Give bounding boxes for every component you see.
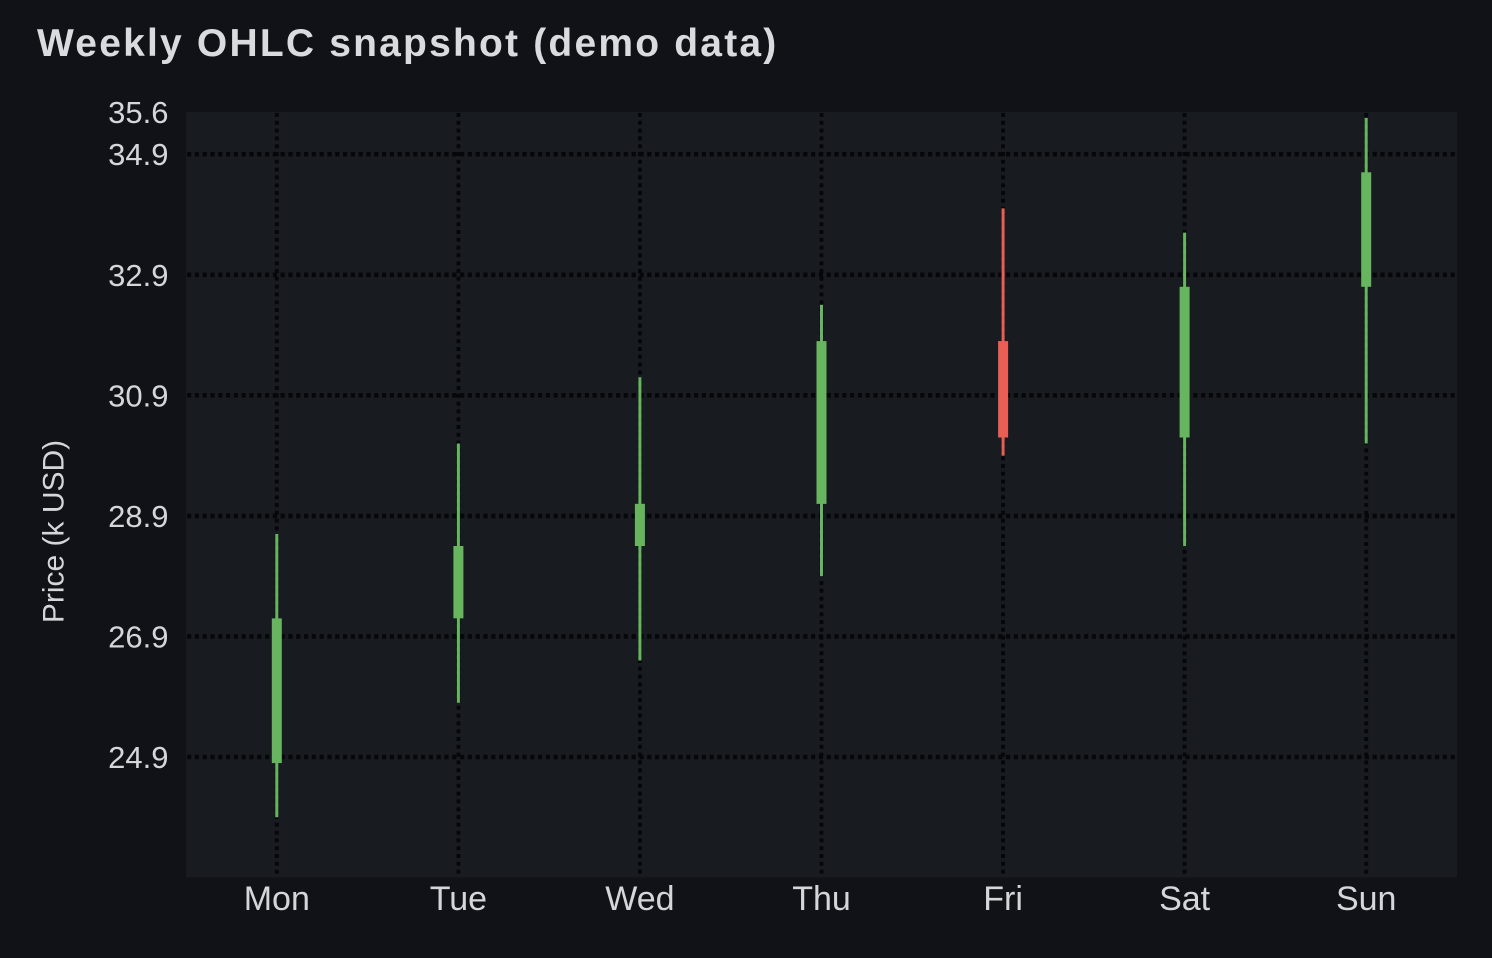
svg-text:Tue: Tue bbox=[430, 880, 487, 918]
svg-text:24.9: 24.9 bbox=[108, 740, 168, 775]
svg-text:26.9: 26.9 bbox=[108, 619, 168, 654]
svg-text:34.9: 34.9 bbox=[108, 137, 168, 172]
svg-text:32.9: 32.9 bbox=[108, 258, 168, 293]
svg-text:Wed: Wed bbox=[605, 880, 674, 918]
svg-text:Fri: Fri bbox=[983, 880, 1023, 918]
svg-text:28.9: 28.9 bbox=[108, 499, 168, 534]
svg-text:Sun: Sun bbox=[1336, 880, 1397, 918]
svg-text:Mon: Mon bbox=[244, 880, 310, 918]
svg-text:Weekly OHLC snapshot (demo dat: Weekly OHLC snapshot (demo data) bbox=[37, 22, 778, 65]
svg-text:Thu: Thu bbox=[792, 880, 851, 918]
svg-text:Price (k USD): Price (k USD) bbox=[38, 440, 71, 623]
svg-text:30.9: 30.9 bbox=[108, 378, 168, 413]
svg-text:Sat: Sat bbox=[1159, 880, 1211, 918]
svg-text:35.6: 35.6 bbox=[108, 95, 168, 130]
